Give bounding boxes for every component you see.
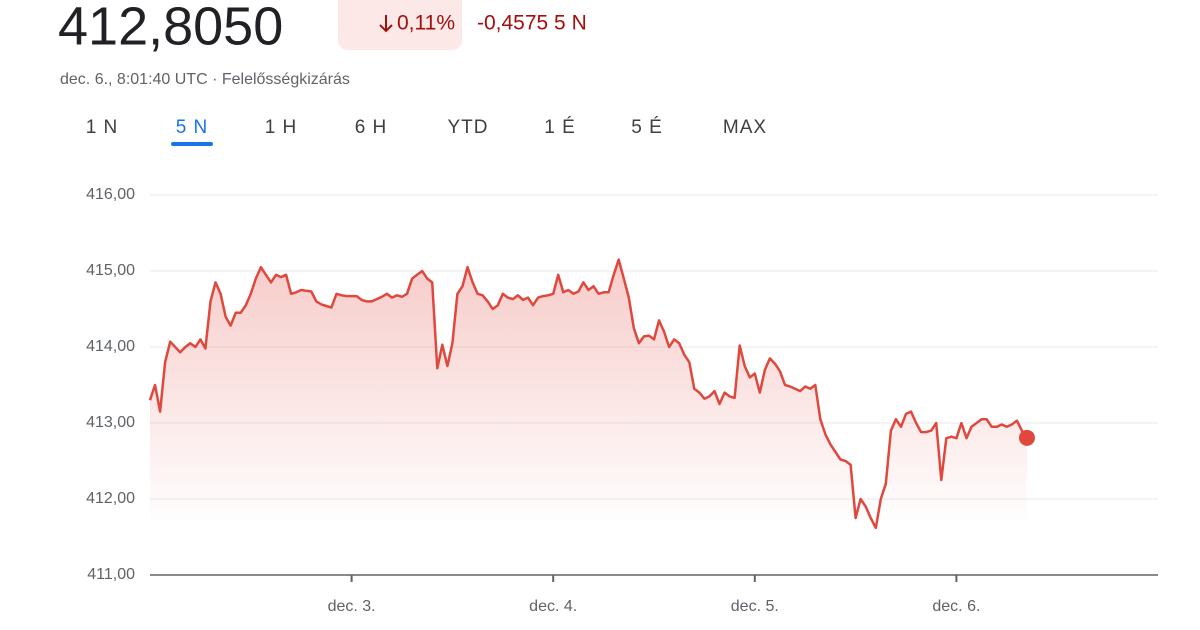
y-tick-label: 413,00 [86,414,135,431]
tabs: 1 N 5 N 1 H 6 H YTD 1 É 5 É MAX [86,117,767,146]
change-badge [338,0,462,50]
tab[interactable]: 1 H [265,117,298,138]
chart: 411,00 412,00 413,00 414,00 415,00 416,00 dec.… [86,186,1158,615]
down-arrow [379,15,393,33]
x-tick-label: dec. 5. [731,598,779,615]
x-tick-label: dec. 6. [932,598,980,615]
x-tick-label: dec. 3. [328,598,376,615]
subtitle: dec. 6., 8:01:40 UTC · Felelősségkizárás [60,71,350,88]
y-tick-label: 416,00 [86,186,135,203]
tab[interactable]: MAX [723,117,767,138]
y-tick-label: 415,00 [86,262,135,279]
x-tick-label: dec. 4. [529,598,577,615]
area-fill [150,259,1027,528]
last-point [1018,429,1035,446]
change-abs: -0,4575 5 N [477,12,587,35]
tab-underline [171,142,213,146]
y-tick-label: 411,00 [87,566,135,583]
tab[interactable]: 5 É [631,117,663,138]
change-pct: 0,11% [397,12,455,35]
tab[interactable]: 5 N [176,117,209,138]
tab[interactable]: 1 N [86,117,119,138]
y-tick-label: 414,00 [86,338,135,355]
y-tick-label: 412,00 [86,490,135,507]
tab[interactable]: 1 É [544,117,576,138]
tab[interactable]: 6 H [355,117,388,138]
tab[interactable]: YTD [448,117,489,138]
price-line [148,258,1029,530]
price: 412,8050 [58,0,283,56]
